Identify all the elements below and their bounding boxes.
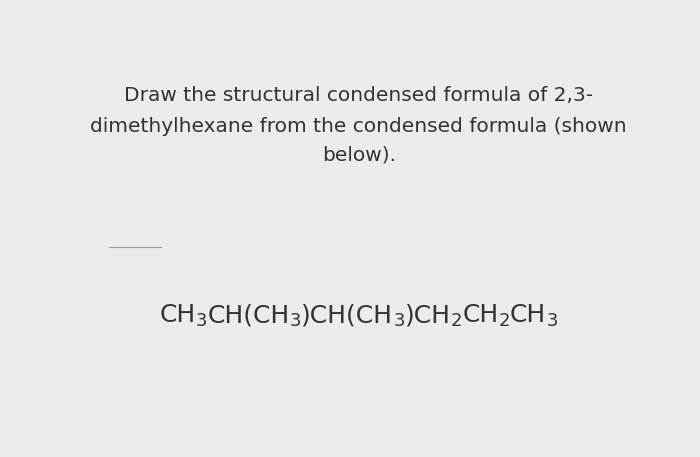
Text: 3: 3 [546,312,558,330]
Text: CH: CH [510,303,546,327]
Text: CH: CH [462,303,498,327]
Text: 3: 3 [393,312,405,330]
Text: 2: 2 [498,312,510,330]
Text: )CH: )CH [405,303,451,327]
Text: Draw the structural condensed formula of 2,3-: Draw the structural condensed formula of… [125,86,594,105]
Text: 3: 3 [196,312,207,330]
Text: 2: 2 [451,312,462,330]
Text: CH: CH [160,303,196,327]
Text: 3: 3 [290,312,301,330]
Text: CH(CH: CH(CH [207,303,290,327]
Text: )CH(CH: )CH(CH [301,303,393,327]
Text: below).: below). [322,146,395,165]
Text: dimethylhexane from the condensed formula (shown: dimethylhexane from the condensed formul… [90,117,627,137]
